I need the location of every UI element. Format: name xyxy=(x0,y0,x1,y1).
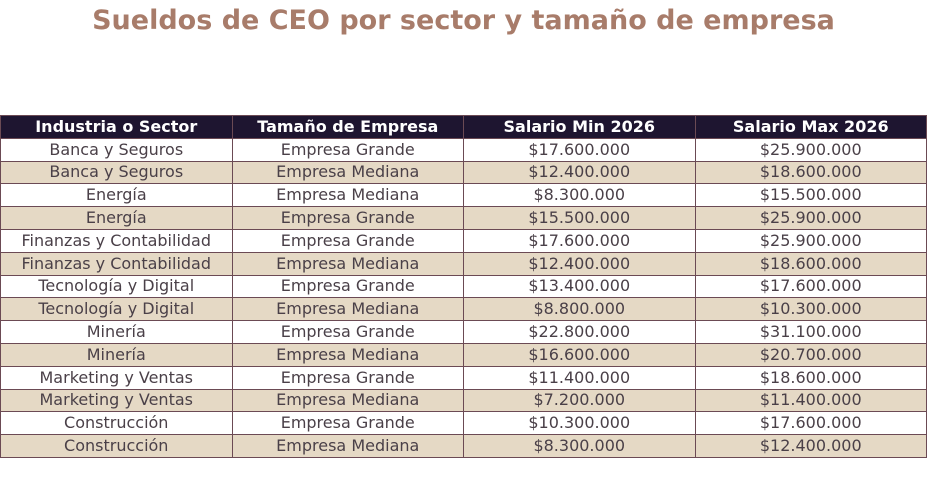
table-cell: $12.400.000 xyxy=(463,251,696,276)
table-cell: Empresa Grande xyxy=(231,274,464,299)
table-cell: Empresa Grande xyxy=(231,206,464,230)
table-row: Energía Empresa Grande $15.500.000 $25.900.… xyxy=(0,206,927,230)
table-cell: $18.600.000 xyxy=(694,365,927,390)
table-cell: Banca y Seguros xyxy=(0,137,233,162)
table-cell: $8.300.000 xyxy=(463,434,696,458)
table-row: Minería Empresa Mediana $16.600.000 $20.700… xyxy=(0,342,927,367)
table-cell: $12.400.000 xyxy=(463,160,696,185)
column-header: Salario Min 2026 xyxy=(463,115,696,139)
salary-table: Industria o Sector Tamaño de Empresa Salar… xyxy=(0,115,927,458)
table-cell: $31.100.000 xyxy=(694,320,927,344)
table-cell: Empresa Mediana xyxy=(231,388,464,413)
table-cell: $18.600.000 xyxy=(694,251,927,276)
table-cell: $25.900.000 xyxy=(694,228,927,253)
table-cell: $20.700.000 xyxy=(694,342,927,367)
table-row: Tecnología y Digital Empresa Grande $13.40… xyxy=(0,274,927,299)
table-row: Banca y Seguros Empresa Grande $17.600.000… xyxy=(0,137,927,162)
chart-title: Sueldos de CEO por sector y tamaño de em… xyxy=(92,5,835,36)
table-cell: $12.400.000 xyxy=(694,434,927,458)
table-cell: Energía xyxy=(0,206,233,230)
table-cell: Empresa Mediana xyxy=(231,297,464,322)
table-cell: Empresa Mediana xyxy=(231,183,464,208)
table-cell: $17.600.000 xyxy=(463,137,696,162)
table-cell: Finanzas y Contabilidad xyxy=(0,251,233,276)
header-row: Industria o Sector Tamaño de Empresa Salar… xyxy=(0,115,927,139)
table-cell: Tecnología y Digital xyxy=(0,274,233,299)
table-row: Energía Empresa Mediana $8.300.000 $15.500.… xyxy=(0,183,927,208)
table-cell: $18.600.000 xyxy=(694,160,927,185)
table-cell: $15.500.000 xyxy=(694,183,927,208)
table-cell: Empresa Grande xyxy=(231,365,464,390)
table-cell: $17.600.000 xyxy=(463,228,696,253)
table-row: Construcción Empresa Grande $10.300.000 $17… xyxy=(0,411,927,436)
table-cell: $13.400.000 xyxy=(463,274,696,299)
table-cell: Empresa Mediana xyxy=(231,160,464,185)
table-cell: Construcción xyxy=(0,411,233,436)
table-cell: $10.300.000 xyxy=(463,411,696,436)
table-cell: $17.600.000 xyxy=(694,411,927,436)
table-body: Banca y Seguros Empresa Grande $17.600.000… xyxy=(0,137,927,458)
table-row: Minería Empresa Grande $22.800.000 $31.100.… xyxy=(0,320,927,344)
table-row: Finanzas y Contabilidad Empresa Grande $17… xyxy=(0,228,927,253)
table-cell: Empresa Grande xyxy=(231,228,464,253)
table-cell: Empresa Mediana xyxy=(231,342,464,367)
table-cell: $17.600.000 xyxy=(694,274,927,299)
table-cell: $25.900.000 xyxy=(694,206,927,230)
table-cell: $11.400.000 xyxy=(694,388,927,413)
table-row: Construcción Empresa Mediana $8.300.000 $12… xyxy=(0,434,927,458)
table-cell: $15.500.000 xyxy=(463,206,696,230)
table-row: Banca y Seguros Empresa Mediana $12.400.00… xyxy=(0,160,927,185)
table-row: Marketing y Ventas Empresa Grande $11.400.… xyxy=(0,365,927,390)
table-cell: Empresa Grande xyxy=(231,320,464,344)
table-cell: Marketing y Ventas xyxy=(0,388,233,413)
table-row: Marketing y Ventas Empresa Mediana $7.200.… xyxy=(0,388,927,413)
table-cell: Empresa Mediana xyxy=(231,251,464,276)
table-cell: $8.800.000 xyxy=(463,297,696,322)
table-cell: $22.800.000 xyxy=(463,320,696,344)
table-cell: Minería xyxy=(0,342,233,367)
column-header: Salario Max 2026 xyxy=(694,115,927,139)
table-cell: Minería xyxy=(0,320,233,344)
table-cell: $10.300.000 xyxy=(694,297,927,322)
table-cell: Empresa Mediana xyxy=(231,434,464,458)
table-cell: Tecnología y Digital xyxy=(0,297,233,322)
table-cell: Energía xyxy=(0,183,233,208)
table-cell: Banca y Seguros xyxy=(0,160,233,185)
table-cell: Empresa Grande xyxy=(231,411,464,436)
table-cell: $8.300.000 xyxy=(463,183,696,208)
column-header: Tamaño de Empresa xyxy=(231,115,464,139)
table-row: Tecnología y Digital Empresa Mediana $8.80… xyxy=(0,297,927,322)
table-cell: $7.200.000 xyxy=(463,388,696,413)
table-cell: Construcción xyxy=(0,434,233,458)
table-cell: Marketing y Ventas xyxy=(0,365,233,390)
table-cell: $11.400.000 xyxy=(463,365,696,390)
table-row: Finanzas y Contabilidad Empresa Mediana $1… xyxy=(0,251,927,276)
table-cell: Empresa Grande xyxy=(231,137,464,162)
table-cell: $25.900.000 xyxy=(694,137,927,162)
table-cell: $16.600.000 xyxy=(463,342,696,367)
column-header: Industria o Sector xyxy=(0,115,233,139)
table-cell: Finanzas y Contabilidad xyxy=(0,228,233,253)
